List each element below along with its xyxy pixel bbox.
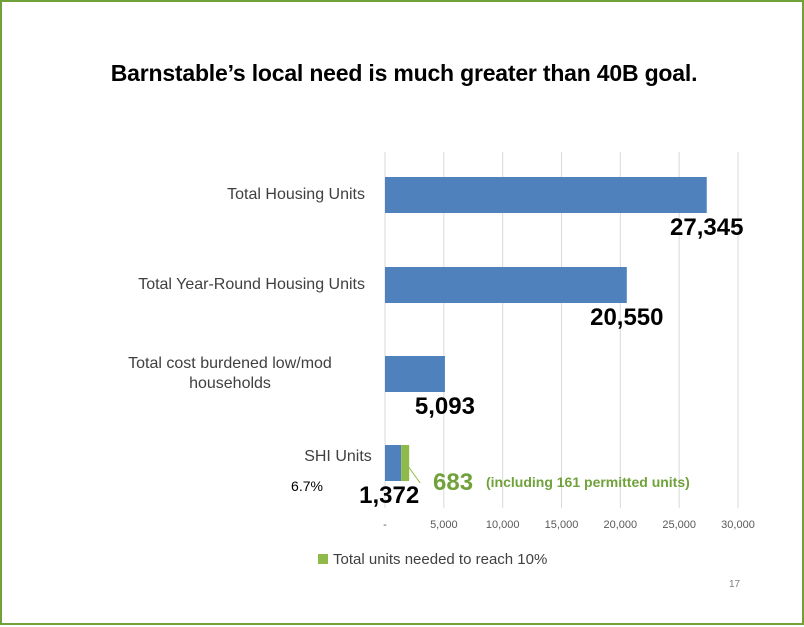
bar (385, 177, 707, 213)
bar (385, 267, 627, 303)
leader-line (406, 464, 421, 484)
legend-label: Total units needed to reach 10% (333, 551, 547, 568)
data-label: 1,372 (359, 482, 419, 509)
bar-needed (401, 445, 410, 481)
x-tick-label: 15,000 (545, 519, 579, 531)
category-labels: Total Housing Units Total Year-Round Hous… (128, 186, 372, 465)
x-axis-ticks: - 5,000 10,000 15,000 20,000 25,000 30,000 (383, 519, 755, 531)
shi-percent-label: 6.7% (291, 478, 323, 494)
bar (385, 356, 445, 392)
category-label: Total Year-Round Housing Units (138, 276, 365, 293)
data-label: 27,345 (670, 214, 743, 241)
x-tick-label: 5,000 (430, 519, 458, 531)
category-label: Total cost burdened low/mod (128, 355, 332, 372)
x-tick-label: 25,000 (662, 519, 696, 531)
category-label: SHI Units (304, 448, 372, 465)
needed-units-label: 683 (433, 469, 473, 496)
data-labels: 27,345 20,550 5,093 1,372 6.7% 683 (including … (291, 214, 743, 509)
slide-title: Barnstable’s local need is much greater … (110, 60, 698, 86)
x-tick-label: 20,000 (604, 519, 638, 531)
data-label: 5,093 (415, 393, 475, 420)
legend: Total units needed to reach 10% (318, 551, 547, 568)
category-label: households (189, 375, 271, 392)
bar (385, 445, 402, 481)
data-label: 20,550 (590, 304, 663, 331)
page-number: 17 (729, 579, 741, 590)
legend-swatch (318, 554, 328, 564)
x-tick-label: 10,000 (486, 519, 520, 531)
category-label: Total Housing Units (227, 186, 365, 203)
bars (385, 177, 707, 481)
needed-units-note: (including 161 permitted units) (486, 474, 690, 490)
x-tick-label: - (383, 519, 387, 531)
x-tick-label: 30,000 (721, 519, 755, 531)
